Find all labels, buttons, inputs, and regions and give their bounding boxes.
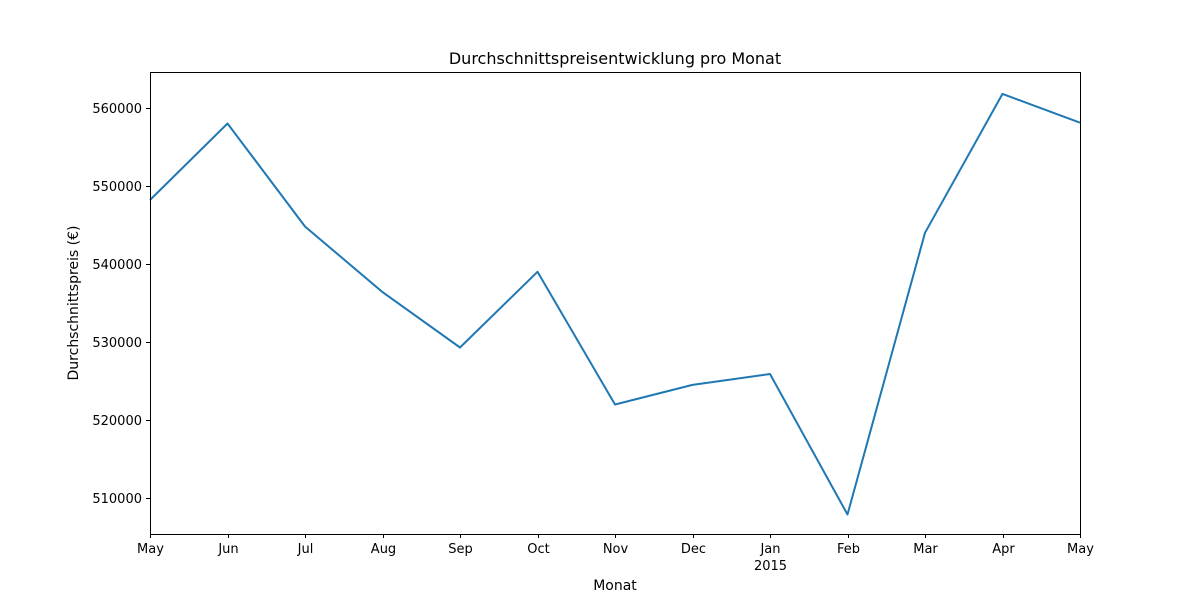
x-axis: May Jun Jul Aug Sep Oct Nov Dec Jan 2015 Feb Mar Apr… (137, 534, 1094, 574)
y-tick-label: 540000 (92, 258, 142, 273)
x-tick-label: Jul (297, 542, 314, 557)
series-layer (149, 92, 1081, 516)
x-tick-label: Mar (913, 542, 938, 557)
y-tick-label: 510000 (92, 492, 142, 507)
x-tick-label: Jun (217, 542, 238, 557)
y-tick-label: 560000 (92, 102, 142, 117)
x-tick-label: Dec (681, 542, 706, 557)
x-axis-label: Monat (593, 578, 637, 594)
x-tick-label: Apr (992, 542, 1015, 557)
y-axis: 510000 520000 530000 540000 550000 560000 (92, 102, 150, 507)
x-tick-sublabel: 2015 (754, 559, 787, 574)
y-tick-label: 550000 (92, 180, 142, 195)
x-tick-label: Feb (837, 542, 860, 557)
plot-frame (150, 72, 1081, 535)
x-tick-label: Aug (371, 542, 396, 557)
x-tick-label: Oct (527, 542, 549, 557)
x-tick-label: May (137, 542, 164, 557)
x-tick-label: Jan (759, 542, 780, 557)
y-axis-label: Durchschnittspreis (€) (66, 226, 82, 381)
y-tick-label: 530000 (92, 336, 142, 351)
x-tick-label: May (1067, 542, 1094, 557)
y-tick-label: 520000 (92, 414, 142, 429)
x-tick-label: Nov (603, 542, 629, 557)
chart-title: Durchschnittspreisentwicklung pro Monat (449, 49, 781, 68)
x-tick-label: Sep (448, 542, 473, 557)
